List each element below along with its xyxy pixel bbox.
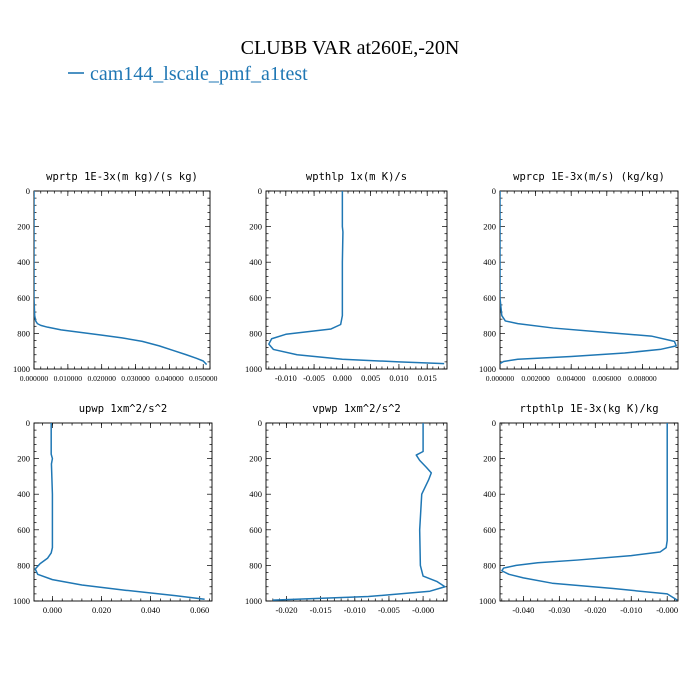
y-tick-label: 800: [249, 560, 262, 570]
y-tick-label: 1000: [245, 364, 262, 374]
x-tick-label: 0.030000: [121, 374, 150, 383]
x-tick-label: 0.002000: [521, 374, 550, 383]
series-line: [500, 191, 677, 365]
y-tick-label: 0: [26, 418, 30, 428]
y-tick-label: 800: [249, 328, 262, 338]
y-tick-label: 400: [483, 489, 496, 499]
y-tick-label: 0: [258, 418, 262, 428]
x-tick-label: -0.030: [548, 605, 570, 615]
panel-1: wprtp 1E-3x(m kg)/(s kg) 0 200 400 600 800 100…: [13, 171, 218, 383]
y-tick-label: 0: [258, 186, 262, 196]
x-tick-label: -0.015: [310, 605, 332, 615]
series-line: [34, 423, 205, 600]
panel-6: rtpthlp 1E-3x(kg K)/kg 0 200 400 600 800 1000 -…: [479, 403, 679, 615]
x-tick-label: -0.000: [412, 605, 434, 615]
y-tick-label: 400: [483, 257, 496, 267]
y-tick-label: 200: [483, 222, 496, 232]
panel-title: vpwp 1xm^2/s^2: [312, 403, 401, 415]
panel-5: vpwp 1xm^2/s^2 0 200 400 600 800 1000 -0.020 -0.…: [245, 403, 448, 615]
x-tick-label: 0.060: [190, 605, 209, 615]
x-tick-label: -0.005: [303, 373, 325, 383]
panel-title: wprcp 1E-3x(m/s) (kg/kg): [513, 171, 665, 183]
y-tick-label: 1000: [479, 596, 496, 606]
x-tick-label: 0.000: [333, 373, 352, 383]
x-tick-label: 0.020000: [87, 374, 116, 383]
y-tick-label: 600: [17, 525, 30, 535]
x-tick-label: 0.010: [389, 373, 408, 383]
y-tick-label: 400: [17, 257, 30, 267]
x-tick-label: -0.000: [656, 605, 678, 615]
y-tick-label: 1000: [245, 596, 262, 606]
plot-frame: [33, 422, 213, 602]
x-tick-label: 0.020: [92, 605, 111, 615]
x-tick-label: -0.020: [276, 605, 298, 615]
x-tick-label: 0.040: [141, 605, 160, 615]
figure-title: CLUBB VAR at260E,-20N: [241, 37, 460, 59]
y-tick-label: 800: [17, 328, 30, 338]
y-tick-label: 200: [249, 222, 262, 232]
plot-frame: [499, 422, 679, 602]
y-tick-label: 0: [26, 186, 30, 196]
plot-frame: [265, 190, 448, 370]
y-tick-label: 200: [483, 454, 496, 464]
y-tick-label: 200: [17, 222, 30, 232]
x-tick-label: 0.000: [43, 605, 62, 615]
y-tick-label: 1000: [479, 364, 496, 374]
x-tick-label: 0.010000: [54, 374, 83, 383]
x-tick-label: 0.008000: [628, 374, 657, 383]
x-tick-label: 0.015: [418, 373, 437, 383]
x-tick-label: -0.010: [620, 605, 642, 615]
y-tick-label: 800: [17, 560, 30, 570]
y-tick-label: 1000: [13, 596, 30, 606]
panels: wprtp 1E-3x(m kg)/(s kg) 0 200 400 600 800 100…: [13, 171, 679, 615]
y-tick-label: 200: [249, 454, 262, 464]
y-tick-label: 600: [17, 293, 30, 303]
y-tick-label: 0: [492, 186, 496, 196]
y-tick-label: 200: [17, 454, 30, 464]
y-tick-label: 600: [249, 293, 262, 303]
panel-title: rtpthlp 1E-3x(kg K)/kg: [519, 403, 658, 415]
panel-title: wprtp 1E-3x(m kg)/(s kg): [46, 171, 198, 183]
legend: cam144_lscale_pmf_a1test: [68, 63, 308, 85]
x-tick-label: 0.005: [361, 373, 380, 383]
panel-3: wprcp 1E-3x(m/s) (kg/kg) 0 200 400 600 800 100…: [479, 171, 679, 383]
panel-4: upwp 1xm^2/s^2 0 200 400 600 800 1000 0.000 0.02…: [13, 403, 213, 615]
series-line: [34, 191, 208, 366]
y-tick-label: 400: [249, 257, 262, 267]
legend-label: cam144_lscale_pmf_a1test: [90, 63, 308, 85]
x-tick-label: 0.004000: [557, 374, 586, 383]
series-line: [272, 423, 446, 601]
y-tick-label: 600: [483, 525, 496, 535]
x-tick-label: 0.050000: [189, 374, 218, 383]
y-tick-label: 600: [249, 525, 262, 535]
y-tick-label: 400: [17, 489, 30, 499]
x-tick-label: -0.020: [584, 605, 606, 615]
y-tick-label: 1000: [13, 364, 30, 374]
y-tick-label: 0: [492, 418, 496, 428]
y-tick-label: 800: [483, 560, 496, 570]
x-tick-label: -0.005: [378, 605, 400, 615]
x-tick-label: -0.040: [512, 605, 534, 615]
plot-frame: [33, 190, 211, 370]
panel-title: wpthlp 1x(m K)/s: [306, 171, 407, 183]
y-tick-label: 400: [249, 489, 262, 499]
series-line: [501, 423, 678, 601]
x-tick-label: 0.006000: [593, 374, 622, 383]
plot-frame: [499, 190, 679, 370]
y-tick-label: 600: [483, 293, 496, 303]
series-line: [268, 191, 445, 365]
x-tick-label: 0.000000: [486, 374, 515, 383]
panel-2: wpthlp 1x(m K)/s 0 200 400 600 800 1000 -0.010-…: [245, 171, 448, 383]
x-tick-label: 0.000000: [20, 374, 49, 383]
plot-frame: [265, 422, 448, 602]
x-tick-label: 0.040000: [155, 374, 184, 383]
y-tick-label: 800: [483, 328, 496, 338]
x-tick-label: -0.010: [275, 373, 297, 383]
x-tick-label: -0.010: [344, 605, 366, 615]
panel-title: upwp 1xm^2/s^2: [79, 403, 168, 415]
